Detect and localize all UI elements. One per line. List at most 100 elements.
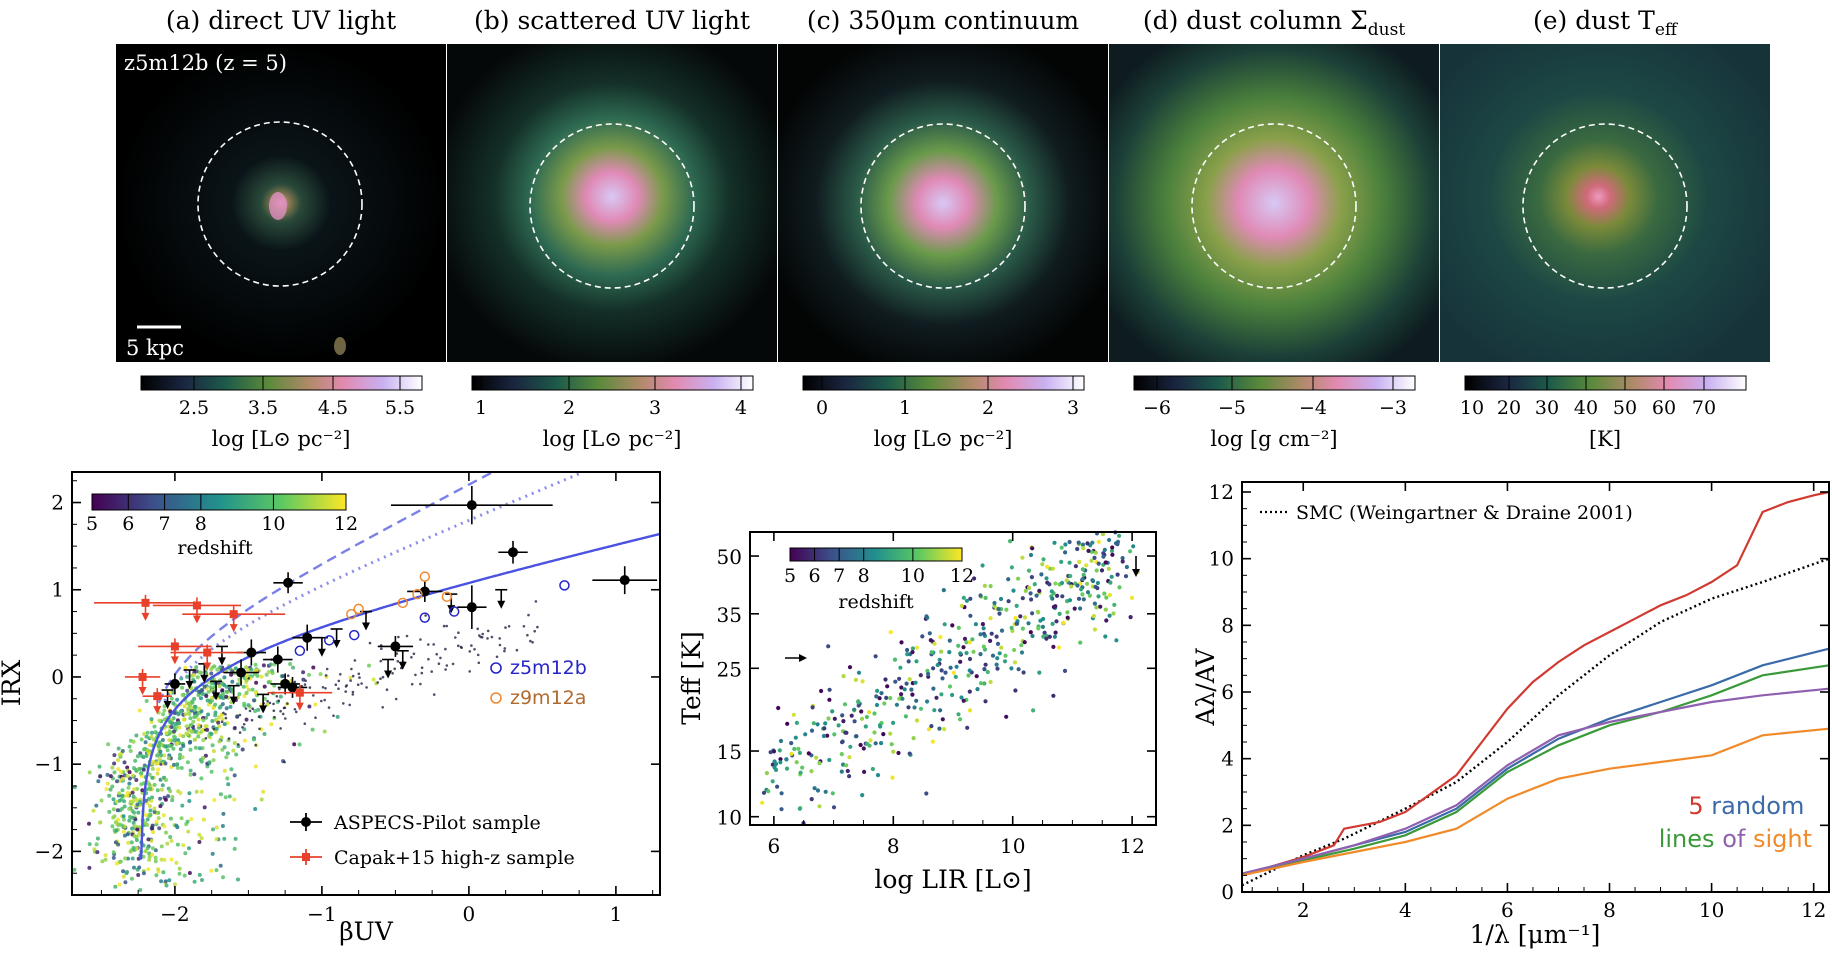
- teff-dot: [999, 645, 1004, 650]
- sim-dot: [193, 714, 198, 719]
- aspecs-limit-arrow: [217, 657, 226, 666]
- sim-dot: [187, 711, 192, 716]
- sim-dot: [217, 724, 222, 729]
- teff-dot: [856, 700, 861, 705]
- sim-dot: [246, 687, 251, 692]
- aspecs-limit-arrow: [185, 680, 194, 689]
- colorbar-tick-label: 8: [195, 513, 207, 535]
- sim-dot: [490, 635, 494, 639]
- sim-dot: [147, 804, 152, 808]
- teff-dot: [907, 751, 912, 756]
- capak-point: [138, 672, 147, 681]
- sim-dot: [98, 820, 103, 825]
- sim-dot: [178, 709, 183, 714]
- sim-dot: [244, 691, 249, 695]
- teff-dot: [1042, 630, 1047, 635]
- colorbar-tick: 3.5: [248, 397, 278, 419]
- sim-dot: [122, 817, 126, 822]
- teff-dot: [1057, 611, 1062, 617]
- sim-dot: [220, 681, 225, 686]
- teff-dot: [906, 705, 911, 710]
- los-annotation: 5 random lines of sight: [1659, 792, 1812, 853]
- capak-limit-arrow: [203, 662, 212, 671]
- teff-dot: [796, 746, 801, 751]
- teff-dot: [843, 730, 848, 735]
- sim-dot: [323, 698, 327, 702]
- sim-dot: [439, 656, 442, 660]
- teff-dot: [800, 765, 805, 770]
- teff-dot: [1011, 588, 1016, 593]
- teff-dot: [999, 628, 1005, 633]
- sim-dot: [224, 706, 229, 711]
- sim-dot: [168, 720, 173, 725]
- colorbar-tick-label: 12: [950, 565, 974, 587]
- sim-dot: [224, 684, 229, 689]
- teff-dot: [967, 689, 972, 694]
- sim-dot: [229, 767, 234, 772]
- y-tick-label: 0: [1221, 880, 1234, 904]
- sim-dot: [156, 867, 161, 872]
- sim-dot: [170, 795, 175, 799]
- sim-dot: [473, 648, 476, 651]
- sim-dot: [161, 712, 166, 717]
- colorbar-tick-label: 5: [784, 565, 796, 587]
- sim-dot: [214, 726, 219, 731]
- teff-dot: [872, 711, 877, 716]
- sim-dot: [149, 717, 154, 722]
- sim-dot: [291, 665, 295, 670]
- sim-dot: [204, 694, 209, 698]
- teff-dot: [1103, 560, 1108, 565]
- sim-dot: [127, 781, 132, 786]
- teff-dot: [918, 706, 924, 711]
- sim-dot: [325, 667, 329, 671]
- teff-dot: [777, 748, 782, 753]
- z9m12a-point: [397, 597, 408, 609]
- teff-dot: [982, 667, 987, 672]
- teff-dot: [1052, 540, 1057, 545]
- colorbar-tick-label: 7: [833, 565, 845, 587]
- x-tick-label: −2: [160, 902, 189, 926]
- colorbar-tick-label: 10: [261, 513, 285, 535]
- teff-dot: [1093, 550, 1098, 555]
- sim-dot: [163, 879, 168, 884]
- sim-dot: [157, 718, 162, 723]
- sim-dot: [368, 641, 372, 645]
- irx-relation-curves: [139, 471, 661, 860]
- teff-xlabel: log LIR [L⊙]: [874, 865, 1031, 894]
- sim-dot: [164, 778, 168, 782]
- colorbar-a: 2.5 3.5 4.5 5.5 log [L⊙ pc⁻²]: [140, 375, 423, 451]
- sim-dot: [221, 811, 226, 816]
- sim-dot: [127, 818, 132, 823]
- teff-dot: [965, 725, 970, 730]
- sim-dot: [157, 826, 162, 831]
- teff-dot: [1078, 640, 1083, 645]
- sim-dot: [162, 708, 167, 713]
- sim-dot: [136, 832, 141, 837]
- sim-dot: [209, 732, 214, 736]
- ext-ylabel: Aλ/AV: [1191, 647, 1220, 726]
- sim-dot: [94, 803, 99, 808]
- sim-dot: [381, 675, 385, 679]
- teff-dot: [1022, 640, 1027, 645]
- teff-dot: [964, 650, 969, 656]
- teff-dot: [814, 755, 819, 760]
- sim-dot: [111, 850, 116, 855]
- sim-dot: [185, 688, 190, 693]
- sim-dot: [164, 830, 168, 835]
- sim-dot: [72, 867, 77, 872]
- teff-dot: [981, 631, 987, 636]
- teff-dot: [932, 641, 937, 646]
- teff-dot: [903, 714, 909, 719]
- teff-dot: [1104, 618, 1109, 623]
- z9m12a-point: [441, 591, 453, 602]
- sim-dot: [201, 738, 206, 743]
- sim-dot: [337, 687, 340, 690]
- teff-dot: [981, 626, 986, 631]
- sim-dot: [165, 748, 170, 753]
- teff-dot: [772, 759, 777, 764]
- capak-point: [295, 688, 304, 697]
- sim-dot: [152, 782, 157, 787]
- sim-dot: [183, 665, 188, 670]
- sim-dot: [173, 882, 177, 887]
- capak-limit-arrow: [153, 706, 162, 715]
